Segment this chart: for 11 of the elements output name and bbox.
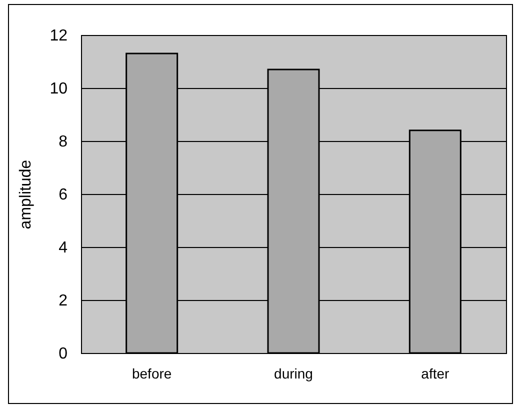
y-tick-label: 12 xyxy=(50,28,68,44)
y-tick-label: 2 xyxy=(58,292,68,310)
x-tick-label: during xyxy=(274,366,313,382)
y-tick-label: 8 xyxy=(58,134,68,150)
y-axis-title: amplitude xyxy=(18,160,35,230)
y-tick-label: 4 xyxy=(58,240,68,256)
x-tick-label: after xyxy=(421,366,450,382)
y-tick-label: 10 xyxy=(50,80,68,98)
y-tick-label: 0 xyxy=(58,346,68,362)
y-tick-label: 6 xyxy=(58,186,68,204)
x-tick-label: before xyxy=(132,366,172,382)
